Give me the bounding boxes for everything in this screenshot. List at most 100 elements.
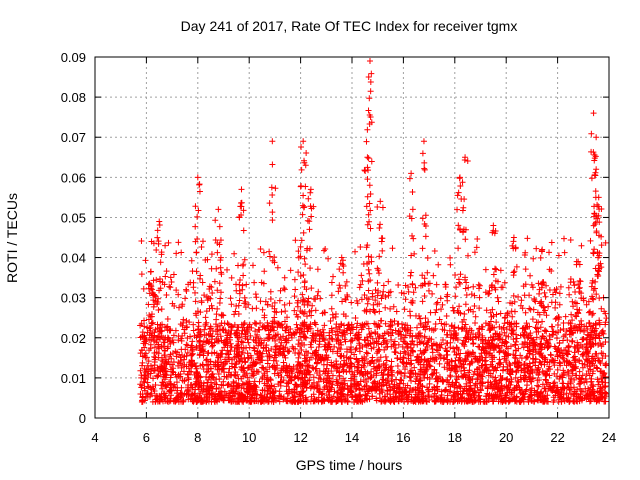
data-point bbox=[586, 398, 593, 405]
data-point bbox=[356, 342, 363, 349]
data-point bbox=[241, 294, 248, 301]
data-point bbox=[291, 293, 298, 300]
data-point bbox=[347, 344, 354, 351]
data-point bbox=[388, 369, 395, 376]
data-point bbox=[308, 285, 315, 292]
data-point bbox=[252, 291, 259, 298]
data-point bbox=[171, 302, 178, 309]
data-point bbox=[385, 292, 392, 299]
data-point bbox=[300, 296, 307, 303]
data-point bbox=[213, 328, 220, 335]
data-point bbox=[283, 323, 290, 330]
data-point bbox=[358, 296, 365, 303]
data-point bbox=[555, 322, 562, 329]
data-point bbox=[548, 299, 555, 306]
data-point bbox=[560, 355, 567, 362]
data-point bbox=[347, 355, 354, 362]
x-axis-label: GPS time / hours bbox=[296, 457, 403, 473]
y-tick-label: 0.01 bbox=[61, 371, 86, 386]
data-point bbox=[581, 379, 588, 386]
data-point bbox=[389, 245, 396, 252]
data-point bbox=[205, 387, 212, 394]
data-point bbox=[278, 339, 285, 346]
data-point bbox=[543, 312, 550, 319]
data-point bbox=[172, 327, 179, 334]
data-point bbox=[150, 303, 157, 310]
data-point bbox=[515, 293, 522, 300]
data-point bbox=[305, 377, 312, 384]
data-point bbox=[567, 276, 574, 283]
data-point bbox=[333, 358, 340, 365]
data-point bbox=[552, 304, 559, 311]
data-point bbox=[356, 348, 363, 355]
data-point bbox=[374, 331, 381, 338]
data-point bbox=[509, 313, 516, 320]
data-point bbox=[271, 254, 278, 261]
data-point bbox=[310, 391, 317, 398]
data-point bbox=[583, 301, 590, 308]
data-point bbox=[178, 364, 185, 371]
data-point bbox=[493, 319, 500, 326]
data-point bbox=[188, 257, 195, 264]
data-point bbox=[170, 365, 177, 372]
data-point bbox=[217, 333, 224, 340]
data-point bbox=[391, 317, 398, 324]
data-point bbox=[436, 351, 443, 358]
data-point bbox=[447, 254, 454, 261]
data-point bbox=[598, 305, 605, 312]
data-point bbox=[345, 321, 352, 328]
data-point bbox=[573, 313, 580, 320]
data-point bbox=[211, 278, 218, 285]
data-point bbox=[565, 319, 572, 326]
data-point bbox=[393, 308, 400, 315]
data-point bbox=[557, 283, 564, 290]
data-point bbox=[182, 295, 189, 302]
data-point bbox=[380, 282, 387, 289]
data-point bbox=[426, 375, 433, 382]
data-point bbox=[256, 378, 263, 385]
data-point bbox=[168, 392, 175, 399]
data-point bbox=[476, 395, 483, 402]
data-point bbox=[402, 366, 409, 373]
data-point bbox=[421, 293, 428, 300]
data-point bbox=[214, 338, 221, 345]
data-point bbox=[386, 381, 393, 388]
data-point bbox=[463, 328, 470, 335]
data-point bbox=[286, 300, 293, 307]
data-point bbox=[419, 245, 426, 252]
data-point bbox=[431, 248, 438, 255]
data-point bbox=[295, 354, 302, 361]
data-point bbox=[259, 306, 266, 313]
data-point bbox=[418, 350, 425, 357]
data-point bbox=[297, 253, 304, 260]
data-point bbox=[342, 282, 349, 289]
data-point bbox=[252, 328, 259, 335]
data-point bbox=[459, 373, 466, 380]
data-point bbox=[512, 355, 519, 362]
data-point bbox=[472, 397, 479, 404]
data-point bbox=[185, 371, 192, 378]
data-point bbox=[484, 390, 491, 397]
data-point bbox=[546, 333, 553, 340]
data-point bbox=[553, 335, 560, 342]
data-point bbox=[203, 356, 210, 363]
data-point bbox=[542, 388, 549, 395]
data-point bbox=[412, 312, 419, 319]
data-point bbox=[413, 324, 420, 331]
data-point bbox=[178, 249, 185, 256]
data-point bbox=[559, 380, 566, 387]
data-point bbox=[263, 348, 270, 355]
data-point bbox=[161, 371, 168, 378]
data-point bbox=[203, 362, 210, 369]
data-point bbox=[145, 358, 152, 365]
x-tick-label: 8 bbox=[194, 430, 201, 445]
data-point bbox=[358, 272, 365, 279]
data-point bbox=[282, 308, 289, 315]
data-points bbox=[137, 58, 610, 405]
data-point bbox=[277, 378, 284, 385]
data-point bbox=[412, 284, 419, 291]
data-point bbox=[161, 336, 168, 343]
data-point bbox=[579, 372, 586, 379]
data-point bbox=[490, 398, 497, 405]
y-tick-label: 0 bbox=[79, 411, 86, 426]
